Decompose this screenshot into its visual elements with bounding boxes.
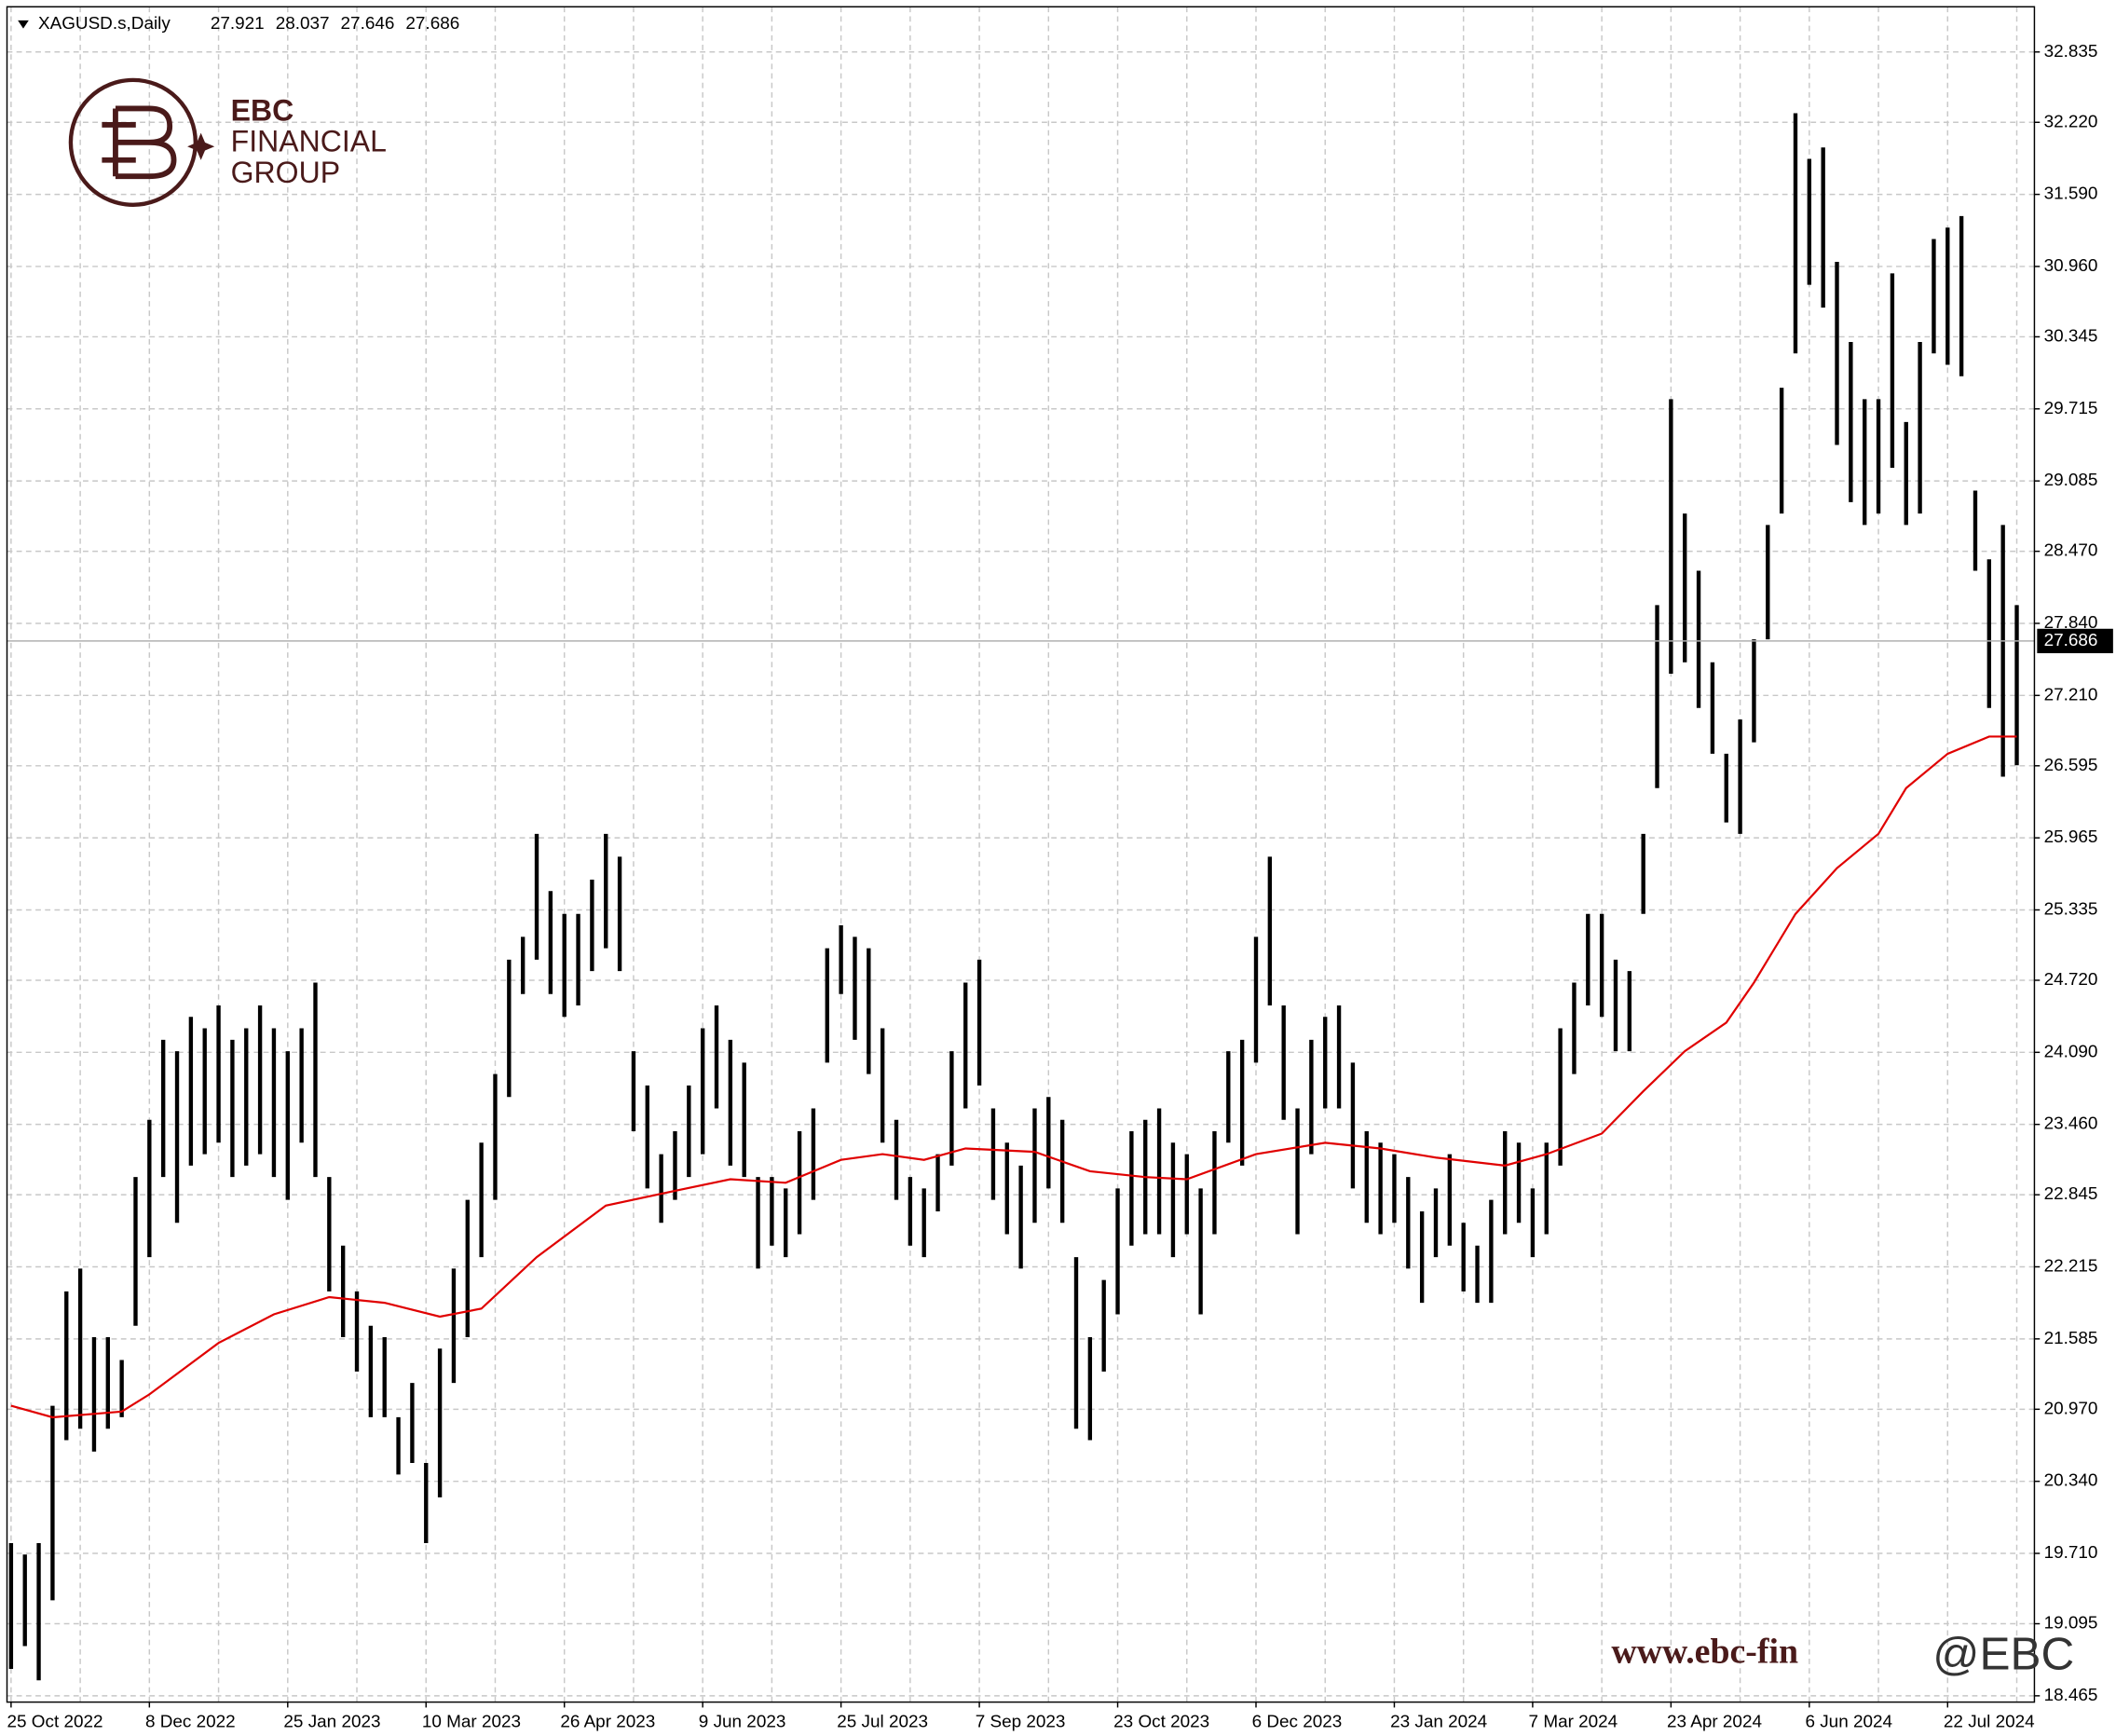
y-tick-label: 29.085 (2044, 471, 2098, 490)
y-tick-label: 18.465 (2044, 1686, 2098, 1705)
symbol: XAGUSD.s,Daily (38, 14, 171, 34)
y-tick-label: 27.840 (2044, 613, 2098, 633)
y-tick-label: 21.585 (2044, 1329, 2098, 1348)
watermark-handle: @EBC (1932, 1629, 2074, 1680)
x-tick-label: 8 Dec 2022 (145, 1712, 236, 1731)
x-tick-label: 6 Dec 2023 (1252, 1712, 1343, 1731)
y-tick-label: 24.090 (2044, 1042, 2098, 1061)
grid (7, 7, 2035, 1702)
y-tick-label: 19.095 (2044, 1614, 2098, 1633)
x-tick-label: 7 Mar 2024 (1529, 1712, 1618, 1731)
price-bars (8, 113, 2019, 1681)
logo-ring (68, 77, 198, 207)
x-tick-label: 7 Sep 2023 (976, 1712, 1066, 1731)
last-price-label: 27.686 (2044, 631, 2098, 650)
y-tick-label: 23.460 (2044, 1114, 2098, 1134)
close-value: 27.686 (405, 14, 459, 34)
header: XAGUSD.s,Daily 27.921 28.037 27.646 27.6… (18, 14, 459, 34)
y-tick-label: 26.595 (2044, 756, 2098, 775)
y-tick-label: 30.960 (2044, 256, 2098, 276)
y-tick-label: 29.715 (2044, 399, 2098, 418)
y-tick-label: 19.710 (2044, 1543, 2098, 1563)
y-tick-label: 31.590 (2044, 185, 2098, 204)
y-tick-label: 28.470 (2044, 541, 2098, 561)
y-tick-label: 22.845 (2044, 1184, 2098, 1204)
y-tick-label: 24.720 (2044, 970, 2098, 990)
x-tick-label: 25 Jan 2023 (283, 1712, 380, 1731)
open-value: 27.921 (211, 14, 265, 34)
low-value: 27.646 (341, 14, 395, 34)
y-tick-label: 20.970 (2044, 1399, 2098, 1418)
logo: EBC FINANCIAL GROUP (68, 77, 387, 207)
plot-frame (6, 6, 2036, 1703)
logo-mark (102, 105, 177, 180)
x-tick-label: 23 Oct 2023 (1113, 1712, 1209, 1731)
x-tick-label: 25 Oct 2022 (7, 1712, 103, 1731)
y-tick-label: 25.965 (2044, 827, 2098, 847)
y-tick-label: 30.345 (2044, 326, 2098, 346)
logo-text: EBC (231, 93, 294, 127)
x-tick-label: 22 Jul 2024 (1944, 1712, 2035, 1731)
x-tick-label: 23 Apr 2024 (1667, 1712, 1762, 1731)
moving-average (10, 735, 2017, 1419)
x-tick-label: 26 Apr 2023 (560, 1712, 655, 1731)
header-arrow (18, 20, 29, 29)
x-tick-label: 25 Jul 2023 (837, 1712, 928, 1731)
y-tick-label: 32.835 (2044, 42, 2098, 62)
logo-star (187, 132, 215, 160)
y-tick-label: 25.335 (2044, 899, 2098, 919)
y-tick-label: 22.215 (2044, 1257, 2098, 1277)
overlay (7, 640, 2035, 1419)
watermark-url: www.ebc-fin (1611, 1632, 1798, 1671)
x-tick-label: 23 Jan 2024 (1390, 1712, 1487, 1731)
y-tick-label: 20.340 (2044, 1471, 2098, 1491)
high-value: 28.037 (276, 14, 330, 34)
y-tick-label: 32.220 (2044, 112, 2098, 131)
x-tick-label: 6 Jun 2024 (1805, 1712, 1892, 1731)
last-price-box (2037, 628, 2113, 653)
logo-text: GROUP (231, 156, 340, 189)
x-tick-label: 10 Mar 2023 (422, 1712, 521, 1731)
x-tick-label: 9 Jun 2023 (699, 1712, 786, 1731)
y-tick-label: 27.210 (2044, 685, 2098, 704)
logo-text: FINANCIAL (231, 125, 387, 158)
